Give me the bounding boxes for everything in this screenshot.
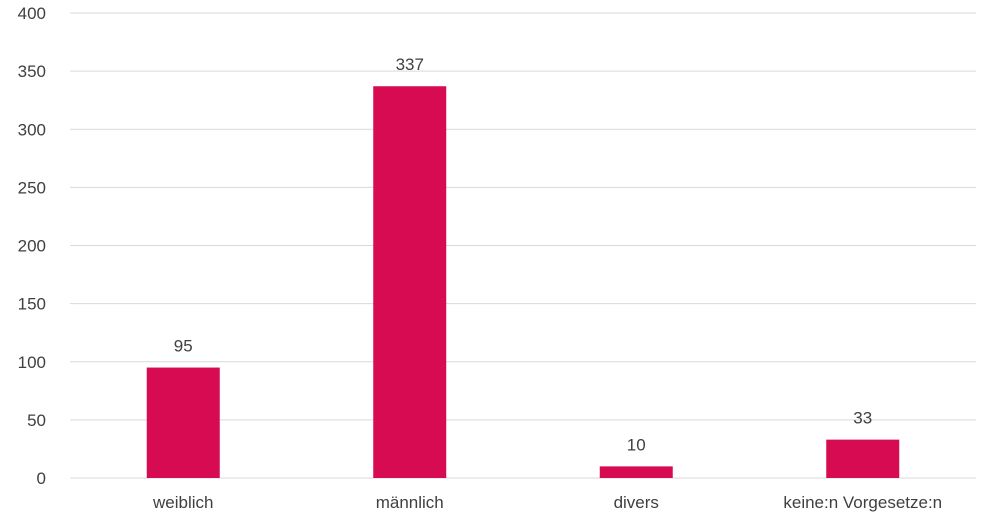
y-tick-label: 250 bbox=[18, 178, 46, 197]
y-tick-label: 100 bbox=[18, 353, 46, 372]
data-label: 337 bbox=[396, 55, 424, 74]
y-axis-tick-labels: 0 50 100 150 200 250 300 350 400 bbox=[18, 4, 46, 488]
bar bbox=[373, 86, 447, 479]
y-tick-label: 150 bbox=[18, 295, 46, 314]
x-category-label: weiblich bbox=[152, 493, 213, 512]
y-tick-label: 0 bbox=[37, 469, 46, 488]
y-tick-label: 300 bbox=[18, 120, 46, 139]
x-category-label: männlich bbox=[376, 493, 444, 512]
y-tick-label: 350 bbox=[18, 62, 46, 81]
data-label: 10 bbox=[627, 435, 646, 454]
bar bbox=[826, 439, 900, 478]
x-category-label: keine:n Vorgesetze:n bbox=[783, 493, 942, 512]
x-category-label: divers bbox=[614, 493, 659, 512]
data-label: 95 bbox=[174, 337, 193, 356]
bars bbox=[146, 86, 900, 479]
bar bbox=[599, 466, 673, 478]
y-tick-label: 400 bbox=[18, 4, 46, 23]
data-label: 33 bbox=[853, 409, 872, 428]
y-tick-label: 200 bbox=[18, 237, 46, 256]
bar bbox=[146, 367, 220, 478]
gridlines bbox=[70, 12, 976, 479]
x-axis-category-labels: weiblich männlich divers keine:n Vorgesetze… bbox=[152, 493, 942, 512]
data-labels: 95 337 10 33 bbox=[174, 55, 872, 454]
y-tick-label: 50 bbox=[27, 411, 46, 430]
